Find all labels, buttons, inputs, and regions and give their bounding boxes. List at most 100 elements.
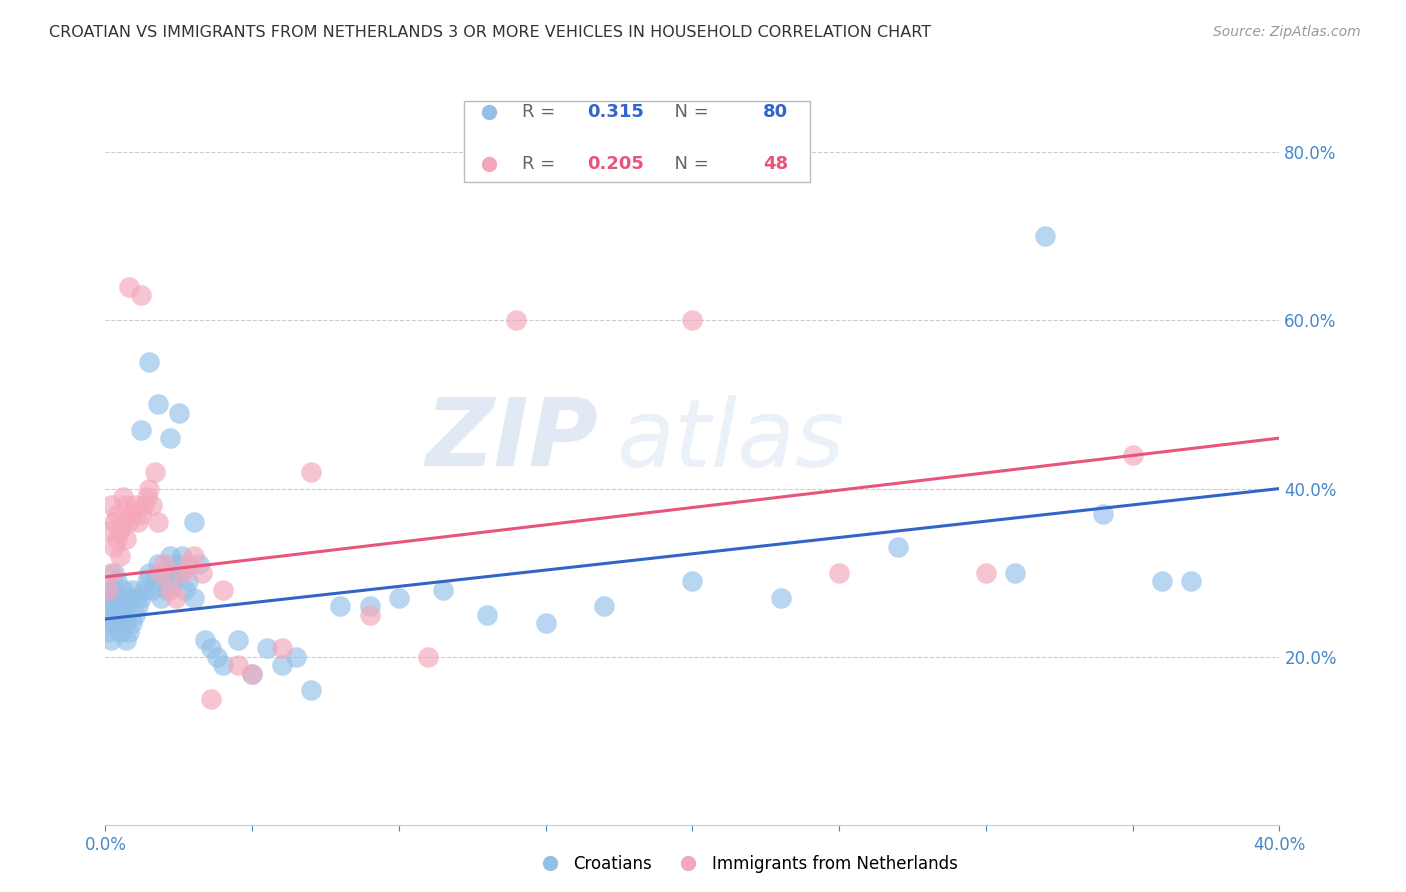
FancyBboxPatch shape — [464, 101, 810, 183]
Point — [135, 574, 157, 588]
Point — [112, 599, 135, 614]
Text: R =: R = — [522, 155, 561, 173]
Point — [127, 515, 149, 529]
Point — [176, 558, 198, 572]
Point — [159, 431, 181, 445]
Point — [150, 591, 173, 605]
Point — [188, 558, 211, 572]
Point — [183, 549, 205, 563]
Point — [1004, 566, 1026, 580]
Point — [887, 541, 910, 555]
Text: ZIP: ZIP — [426, 394, 599, 486]
Point — [240, 666, 263, 681]
Point — [108, 591, 131, 605]
Point — [682, 313, 704, 327]
Point — [124, 591, 146, 605]
Point — [103, 599, 125, 614]
Point — [167, 566, 190, 580]
Point — [138, 566, 160, 580]
Point — [97, 591, 120, 605]
Point — [418, 649, 440, 664]
Point — [141, 582, 163, 597]
Point — [105, 607, 128, 622]
Point — [129, 507, 152, 521]
Point — [432, 582, 454, 597]
Point — [285, 649, 308, 664]
Point — [97, 582, 120, 597]
Point — [121, 616, 143, 631]
Point — [153, 566, 176, 580]
Point — [329, 599, 352, 614]
Point — [118, 591, 141, 605]
Point — [118, 624, 141, 639]
Point — [159, 549, 181, 563]
Point — [105, 532, 128, 546]
Point — [165, 558, 187, 572]
Point — [112, 515, 135, 529]
Point — [162, 574, 184, 588]
Point — [108, 607, 131, 622]
Point — [129, 288, 152, 302]
Point — [173, 582, 195, 597]
Point — [1092, 507, 1115, 521]
Legend: Croatians, Immigrants from Netherlands: Croatians, Immigrants from Netherlands — [526, 848, 965, 880]
Point — [143, 465, 166, 479]
Point — [121, 582, 143, 597]
Point — [183, 515, 205, 529]
Point — [97, 607, 120, 622]
Point — [388, 591, 411, 605]
Point — [593, 599, 616, 614]
Point — [211, 582, 233, 597]
Point — [211, 658, 233, 673]
Point — [115, 616, 138, 631]
Point — [105, 574, 128, 588]
Point — [124, 607, 146, 622]
Point — [167, 406, 190, 420]
Point — [176, 574, 198, 588]
Point — [240, 666, 263, 681]
Text: Source: ZipAtlas.com: Source: ZipAtlas.com — [1213, 25, 1361, 39]
Point — [138, 355, 160, 369]
Point — [1033, 229, 1056, 244]
Point — [115, 532, 138, 546]
Point — [141, 499, 163, 513]
Point — [112, 616, 135, 631]
Point — [115, 633, 138, 648]
Point — [132, 582, 155, 597]
Point — [100, 499, 122, 513]
Point — [127, 599, 149, 614]
Point — [103, 541, 125, 555]
Point — [170, 566, 193, 580]
Point — [1150, 574, 1173, 588]
Point — [97, 524, 120, 538]
Text: R =: R = — [522, 103, 561, 121]
Point — [270, 658, 292, 673]
Point — [103, 515, 125, 529]
Point — [159, 582, 181, 597]
Point — [115, 599, 138, 614]
Point — [103, 616, 125, 631]
Point — [170, 549, 193, 563]
Point — [108, 624, 131, 639]
Point — [974, 566, 997, 580]
Point — [153, 558, 176, 572]
Point — [682, 574, 704, 588]
Point — [100, 633, 122, 648]
Text: N =: N = — [664, 103, 714, 121]
Point — [121, 507, 143, 521]
Point — [270, 641, 292, 656]
Point — [97, 624, 120, 639]
Point — [100, 599, 122, 614]
Point — [103, 566, 125, 580]
Point — [769, 591, 792, 605]
Point — [1122, 448, 1144, 462]
Point — [165, 591, 187, 605]
Point — [299, 683, 322, 698]
Point — [828, 566, 851, 580]
Text: atlas: atlas — [616, 394, 845, 485]
Point — [115, 499, 138, 513]
Point — [1180, 574, 1202, 588]
Point — [299, 465, 322, 479]
Point — [132, 499, 155, 513]
Point — [505, 313, 527, 327]
